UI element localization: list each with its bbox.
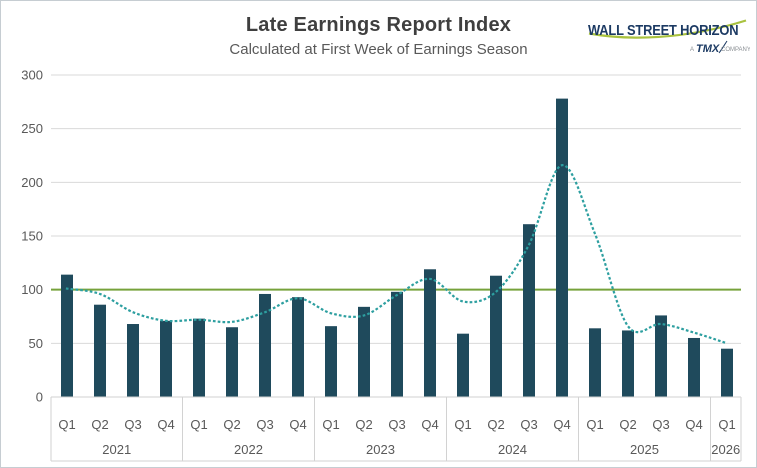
bar	[358, 306, 370, 397]
quarter-label: Q4	[685, 417, 702, 432]
quarter-label: Q2	[355, 417, 372, 432]
y-tick-label: 50	[29, 336, 43, 351]
quarter-label: Q1	[718, 417, 735, 432]
bar	[61, 274, 73, 397]
logo-tagline-company: COMPANY	[721, 47, 750, 53]
bar	[94, 304, 106, 397]
bar	[127, 324, 139, 397]
quarter-label: Q2	[223, 417, 240, 432]
bar	[721, 348, 733, 397]
bar	[259, 293, 271, 397]
bar	[193, 318, 205, 397]
year-label: 2026	[711, 442, 740, 457]
tmx-company-mark: A TMX COMPANY	[690, 40, 750, 55]
quarter-label: Q4	[553, 417, 570, 432]
quarter-label: Q2	[487, 417, 504, 432]
year-label: 2021	[102, 442, 131, 457]
tmx-x-flourish	[718, 40, 728, 54]
bar	[226, 327, 238, 397]
quarter-label: Q3	[256, 417, 273, 432]
year-label: 2023	[366, 442, 395, 457]
bar	[424, 269, 436, 397]
year-label: 2024	[498, 442, 527, 457]
logo-brand-text: WALL STREET HORIZON	[588, 21, 738, 38]
bar	[160, 320, 172, 397]
logo-tagline-tmx: TMX	[696, 43, 720, 55]
y-tick-label: 150	[21, 229, 43, 244]
y-tick-label: 200	[21, 175, 43, 190]
quarter-label: Q3	[124, 417, 141, 432]
quarter-label: Q2	[91, 417, 108, 432]
quarter-label: Q4	[157, 417, 174, 432]
bar	[622, 330, 634, 397]
bar	[391, 291, 403, 397]
bar	[523, 224, 535, 397]
bar	[457, 333, 469, 397]
quarter-label: Q2	[619, 417, 636, 432]
bar	[325, 326, 337, 397]
y-tick-label: 300	[21, 68, 43, 83]
quarter-label: Q4	[421, 417, 438, 432]
bar	[655, 315, 667, 397]
quarter-label: Q3	[652, 417, 669, 432]
quarter-label: Q3	[520, 417, 537, 432]
quarter-label: Q1	[454, 417, 471, 432]
quarter-label: Q1	[190, 417, 207, 432]
y-tick-label: 100	[21, 282, 43, 297]
quarter-label: Q4	[289, 417, 306, 432]
quarter-label: Q1	[58, 417, 75, 432]
bar	[688, 337, 700, 397]
y-tick-label: 250	[21, 121, 43, 136]
logo-tagline-a: A	[690, 47, 694, 53]
quarter-label: Q1	[586, 417, 603, 432]
bar	[292, 297, 304, 397]
y-tick-label: 0	[36, 390, 43, 405]
quarter-label: Q1	[322, 417, 339, 432]
bar	[589, 328, 601, 397]
bar	[490, 275, 502, 397]
year-label: 2025	[630, 442, 659, 457]
bar	[556, 98, 568, 397]
wall-street-horizon-logo: WALL STREET HORIZON A TMX COMPANY	[588, 19, 750, 55]
logo-swoosh-icon	[588, 19, 747, 39]
trend-dotted-line	[65, 164, 729, 345]
quarter-label: Q3	[388, 417, 405, 432]
year-label: 2022	[234, 442, 263, 457]
